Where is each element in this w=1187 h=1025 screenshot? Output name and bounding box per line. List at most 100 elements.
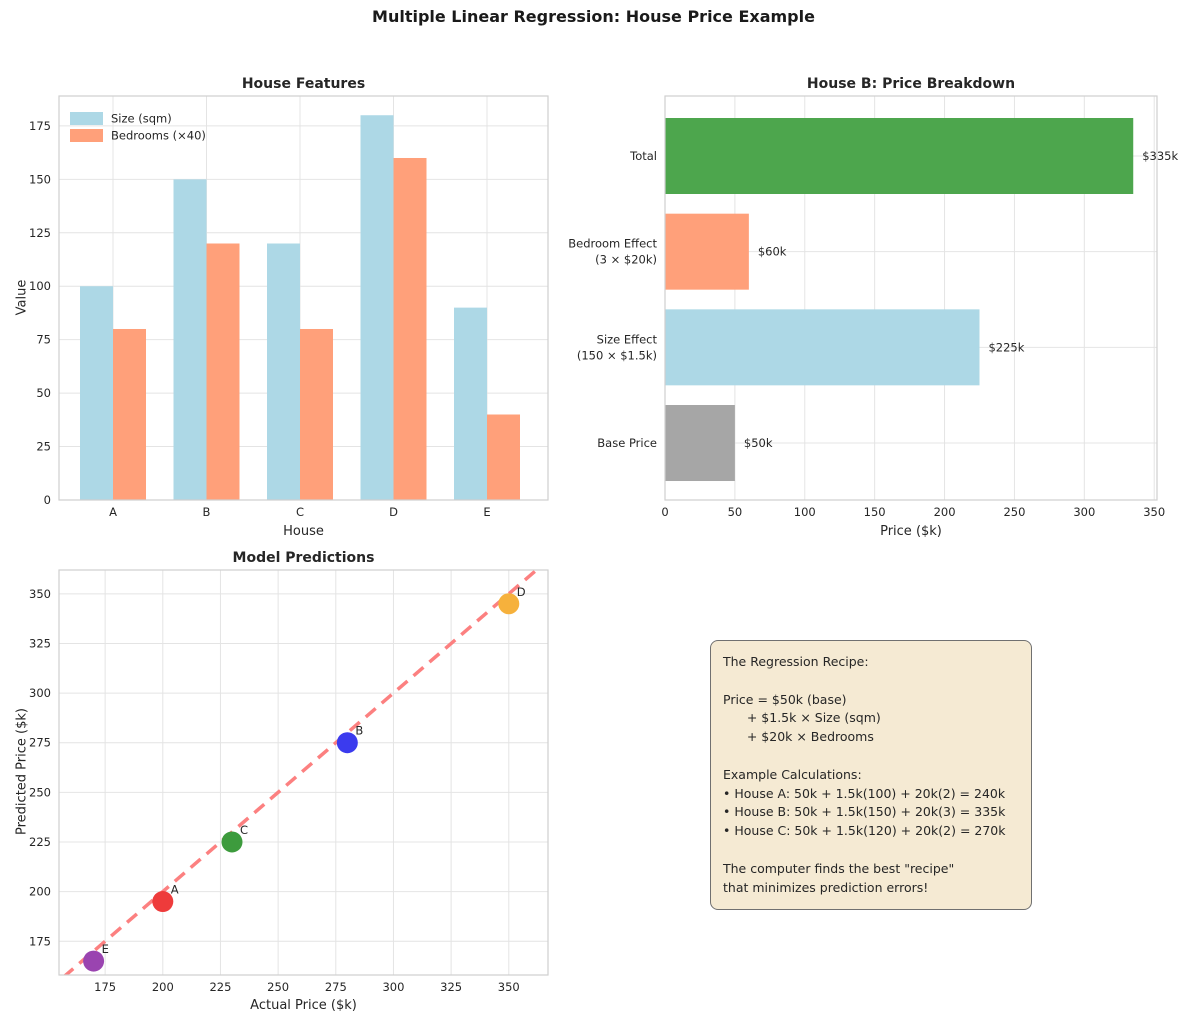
bar-breakdown-2 bbox=[665, 309, 980, 386]
point-label-C: C bbox=[240, 823, 248, 837]
point-label-B: B bbox=[355, 724, 363, 738]
recipe-line-10 bbox=[723, 841, 1019, 860]
recipe-line-1 bbox=[723, 672, 1019, 691]
features-legend: Size (sqm) Bedrooms (×40) bbox=[70, 112, 206, 143]
xtick-actual: 200 bbox=[152, 980, 174, 994]
xtick-price: 250 bbox=[1003, 505, 1025, 519]
point-label-A: A bbox=[171, 883, 179, 897]
breakdown-chart-title: House B: Price Breakdown bbox=[806, 76, 1016, 92]
bar-size-E bbox=[454, 307, 487, 500]
predictions-grid bbox=[59, 570, 548, 975]
ytick-value: 75 bbox=[36, 333, 51, 347]
legend-swatch-bedrooms bbox=[70, 129, 103, 142]
xtick-actual: 325 bbox=[440, 980, 462, 994]
xtick-price: 350 bbox=[1143, 505, 1165, 519]
ytick-predicted: 200 bbox=[29, 885, 51, 899]
xtick-actual: 250 bbox=[267, 980, 289, 994]
bar-value-label: $225k bbox=[988, 340, 1024, 354]
recipe-line-11: The computer finds the best "recipe" bbox=[723, 860, 955, 876]
predictions-plot-frame bbox=[58, 569, 549, 976]
ytick-value: 0 bbox=[44, 493, 51, 507]
point-house-A bbox=[152, 891, 174, 913]
breakdown-xlabel: Price ($k) bbox=[880, 524, 942, 539]
ytick-value: 100 bbox=[29, 279, 51, 293]
xtick-price: 300 bbox=[1073, 505, 1095, 519]
bar-size-A bbox=[80, 286, 113, 500]
ytick-predicted: 175 bbox=[29, 934, 51, 948]
recipe-line-7: • House A: 50k + 1.5k(100) + 20k(2) = 24… bbox=[723, 785, 1006, 801]
xtick-house-A: A bbox=[109, 505, 117, 519]
ytick-category: (3 × $20k) bbox=[595, 253, 657, 267]
bar-value-label: $50k bbox=[744, 436, 773, 450]
predictions-ylabel: Predicted Price ($k) bbox=[14, 708, 30, 835]
recipe-line-12: that minimizes prediction errors! bbox=[723, 879, 929, 895]
bar-size-D bbox=[360, 115, 394, 500]
features-chart-title: House Features bbox=[241, 76, 366, 92]
bar-bedrooms-B bbox=[206, 243, 240, 500]
xtick-actual: 275 bbox=[325, 980, 347, 994]
point-house-B bbox=[336, 732, 358, 754]
xtick-actual: 350 bbox=[498, 980, 520, 994]
ytick-predicted: 300 bbox=[29, 686, 51, 700]
bar-bedrooms-D bbox=[393, 157, 427, 500]
features-xlabel: House bbox=[283, 524, 324, 539]
ytick-category: Total bbox=[629, 149, 657, 163]
legend-label-size: Size (sqm) bbox=[111, 112, 172, 126]
xtick-price: 0 bbox=[661, 505, 668, 519]
xtick-house-B: B bbox=[203, 505, 211, 519]
xtick-price: 100 bbox=[794, 505, 816, 519]
xtick-actual: 300 bbox=[382, 980, 404, 994]
ytick-category: Bedroom Effect bbox=[568, 237, 657, 251]
bar-breakdown-0 bbox=[665, 118, 1134, 194]
xtick-house-D: D bbox=[389, 505, 398, 519]
bar-breakdown-3 bbox=[665, 405, 735, 482]
xtick-price: 50 bbox=[728, 505, 743, 519]
recipe-line-8: • House B: 50k + 1.5k(150) + 20k(3) = 33… bbox=[723, 804, 1006, 820]
recipe-line-5 bbox=[723, 747, 1019, 766]
ytick-category: (150 × $1.5k) bbox=[577, 348, 657, 362]
point-label-E: E bbox=[102, 942, 109, 956]
regression-recipe-box: The Regression Recipe: Price = $50k (bas… bbox=[710, 640, 1032, 910]
legend-swatch-size bbox=[70, 112, 103, 125]
point-house-E bbox=[83, 950, 105, 972]
bar-bedrooms-E bbox=[487, 414, 520, 500]
recipe-line-2: Price = $50k (base) bbox=[723, 691, 847, 707]
ytick-value: 25 bbox=[36, 440, 51, 454]
point-label-D: D bbox=[517, 585, 526, 599]
point-house-C bbox=[221, 831, 243, 853]
breakdown-plot-frame bbox=[664, 95, 1158, 501]
xtick-actual: 175 bbox=[94, 980, 116, 994]
point-house-D bbox=[498, 593, 520, 615]
ytick-value: 125 bbox=[29, 226, 51, 240]
ytick-predicted: 275 bbox=[29, 736, 51, 750]
ytick-value: 175 bbox=[29, 119, 51, 133]
bar-size-B bbox=[173, 179, 207, 500]
bar-bedrooms-C bbox=[300, 328, 333, 500]
recipe-line-6: Example Calculations: bbox=[723, 766, 862, 782]
ytick-predicted: 225 bbox=[29, 835, 51, 849]
ytick-category: Size Effect bbox=[597, 332, 658, 346]
bar-breakdown-1 bbox=[665, 213, 749, 290]
ytick-predicted: 325 bbox=[29, 636, 51, 650]
recipe-line-4: + $20k × Bedrooms bbox=[723, 729, 874, 745]
bar-size-C bbox=[267, 243, 300, 500]
ytick-value: 150 bbox=[29, 172, 51, 186]
ytick-category: Base Price bbox=[597, 436, 657, 450]
bar-value-label: $335k bbox=[1142, 149, 1178, 163]
identity-reference-line bbox=[63, 570, 540, 975]
bar-value-label: $60k bbox=[758, 245, 787, 259]
ytick-predicted: 250 bbox=[29, 785, 51, 799]
figure-title: Multiple Linear Regression: House Price … bbox=[372, 7, 815, 26]
features-ylabel: Value bbox=[14, 279, 30, 316]
xtick-price: 200 bbox=[934, 505, 956, 519]
predictions-xlabel: Actual Price ($k) bbox=[250, 998, 357, 1013]
xtick-house-E: E bbox=[483, 505, 490, 519]
xtick-price: 150 bbox=[864, 505, 886, 519]
ytick-value: 50 bbox=[36, 386, 51, 400]
predictions-chart-title: Model Predictions bbox=[232, 550, 375, 566]
features-plot-frame bbox=[58, 95, 549, 501]
legend-label-bedrooms: Bedrooms (×40) bbox=[111, 129, 206, 143]
recipe-line-0: The Regression Recipe: bbox=[723, 654, 869, 669]
